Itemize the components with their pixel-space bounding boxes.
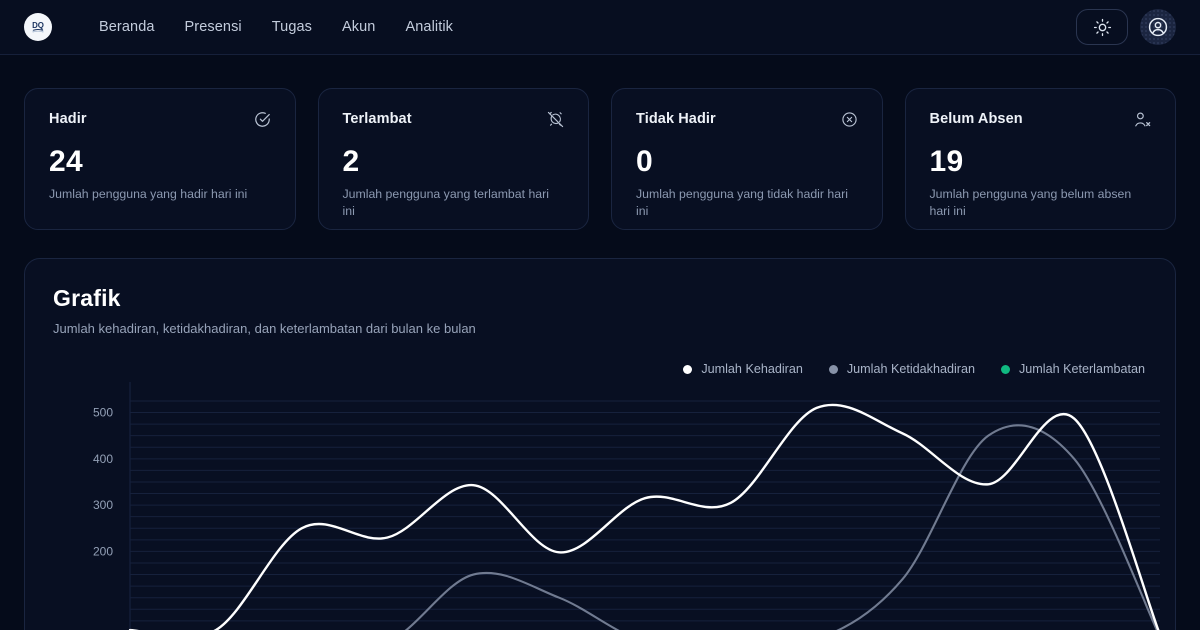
svg-text:DQ: DQ bbox=[32, 21, 44, 30]
legend-dot-icon bbox=[1000, 364, 1010, 374]
legend-dot-icon bbox=[828, 364, 838, 374]
stat-card-value: 2 bbox=[342, 145, 360, 178]
legend-item-keterlambatan[interactable]: Jumlah Keterlambatan bbox=[1000, 362, 1145, 376]
stat-card-tidak-hadir[interactable]: Tidak Hadir 0 Jumlah pengguna yang tidak… bbox=[611, 88, 883, 230]
nav-item-analitik[interactable]: Analitik bbox=[405, 19, 454, 35]
main-nav: Beranda Presensi Tugas Akun Analitik bbox=[84, 13, 468, 41]
stat-cards-row: Hadir 24 Jumlah pengguna yang hadir hari… bbox=[24, 88, 1176, 230]
stat-card-hadir[interactable]: Hadir 24 Jumlah pengguna yang hadir hari… bbox=[24, 88, 296, 230]
stat-card-header: Tidak Hadir bbox=[636, 111, 858, 133]
svg-text:300: 300 bbox=[93, 498, 113, 512]
stat-card-title: Tidak Hadir bbox=[636, 111, 716, 127]
legend-item-kehadiran[interactable]: Jumlah Kehadiran bbox=[683, 362, 803, 376]
app-header: DQ Beranda Presensi Tugas Akun Analitik bbox=[0, 0, 1200, 55]
stat-card-description: Jumlah pengguna yang hadir hari ini bbox=[49, 187, 248, 201]
stat-card-header: Belum Absen bbox=[930, 111, 1152, 133]
nav-item-akun[interactable]: Akun bbox=[342, 19, 376, 35]
chart-subtitle: Jumlah kehadiran, ketidakhadiran, dan ke… bbox=[53, 321, 476, 336]
nav-item-beranda[interactable]: Beranda bbox=[99, 19, 155, 35]
stat-card-value: 24 bbox=[49, 145, 83, 178]
svg-text:400: 400 bbox=[93, 452, 113, 466]
app-logo[interactable]: DQ bbox=[24, 13, 52, 41]
stat-card-description: Jumlah pengguna yang terlambat hari ini bbox=[342, 187, 549, 218]
nav-item-tugas[interactable]: Tugas bbox=[271, 19, 313, 35]
chart-legend: Jumlah Kehadiran Jumlah Ketidakhadiran J… bbox=[683, 362, 1145, 376]
stat-card-description: Jumlah pengguna yang tidak hadir hari in… bbox=[636, 187, 848, 218]
stat-card-header: Hadir bbox=[49, 111, 271, 133]
user-circle-icon bbox=[1148, 17, 1168, 37]
legend-label: Jumlah Keterlambatan bbox=[1018, 362, 1145, 376]
nav-item-presensi[interactable]: Presensi bbox=[184, 19, 242, 35]
legend-item-ketidakhadiran[interactable]: Jumlah Ketidakhadiran bbox=[828, 362, 975, 376]
legend-label: Jumlah Kehadiran bbox=[701, 362, 803, 376]
svg-text:500: 500 bbox=[93, 406, 113, 420]
legend-label: Jumlah Ketidakhadiran bbox=[846, 362, 975, 376]
stat-card-terlambat[interactable]: Terlambat 2 Jumlah pengguna yang terlamb… bbox=[317, 88, 589, 230]
stat-card-title: Terlambat bbox=[342, 111, 412, 127]
chart-plot-area[interactable]: 200 300 400 500 bbox=[25, 379, 1175, 630]
stat-card-value: 19 bbox=[929, 145, 964, 178]
stat-card-title: Belum Absen bbox=[929, 111, 1023, 127]
legend-dot-icon bbox=[683, 364, 693, 374]
chart-title: Grafik bbox=[53, 285, 121, 311]
sun-icon bbox=[1093, 18, 1111, 36]
stat-card-description: Jumlah pengguna yang belum absen hari in… bbox=[929, 187, 1132, 218]
line-chart-svg: 200 300 400 500 bbox=[93, 382, 1160, 630]
stat-card-title: Hadir bbox=[49, 111, 87, 127]
user-avatar-button[interactable] bbox=[1140, 9, 1176, 45]
header-actions bbox=[1076, 9, 1176, 45]
circle-x-icon bbox=[841, 111, 858, 133]
user-x-icon bbox=[1134, 111, 1151, 133]
logo-mark-icon: DQ bbox=[32, 21, 44, 33]
stat-card-belum-absen[interactable]: Belum Absen 19 Jumlah pengguna yang belu… bbox=[904, 88, 1176, 230]
circle-check-icon bbox=[254, 111, 271, 133]
svg-text:200: 200 bbox=[93, 544, 113, 558]
chart-panel: Grafik Jumlah kehadiran, ketidakhadiran,… bbox=[24, 258, 1176, 630]
theme-toggle-button[interactable] bbox=[1076, 9, 1128, 45]
alarm-clock-off-icon bbox=[547, 111, 564, 133]
stat-card-value: 0 bbox=[636, 145, 653, 178]
stat-card-header: Terlambat bbox=[343, 111, 565, 133]
